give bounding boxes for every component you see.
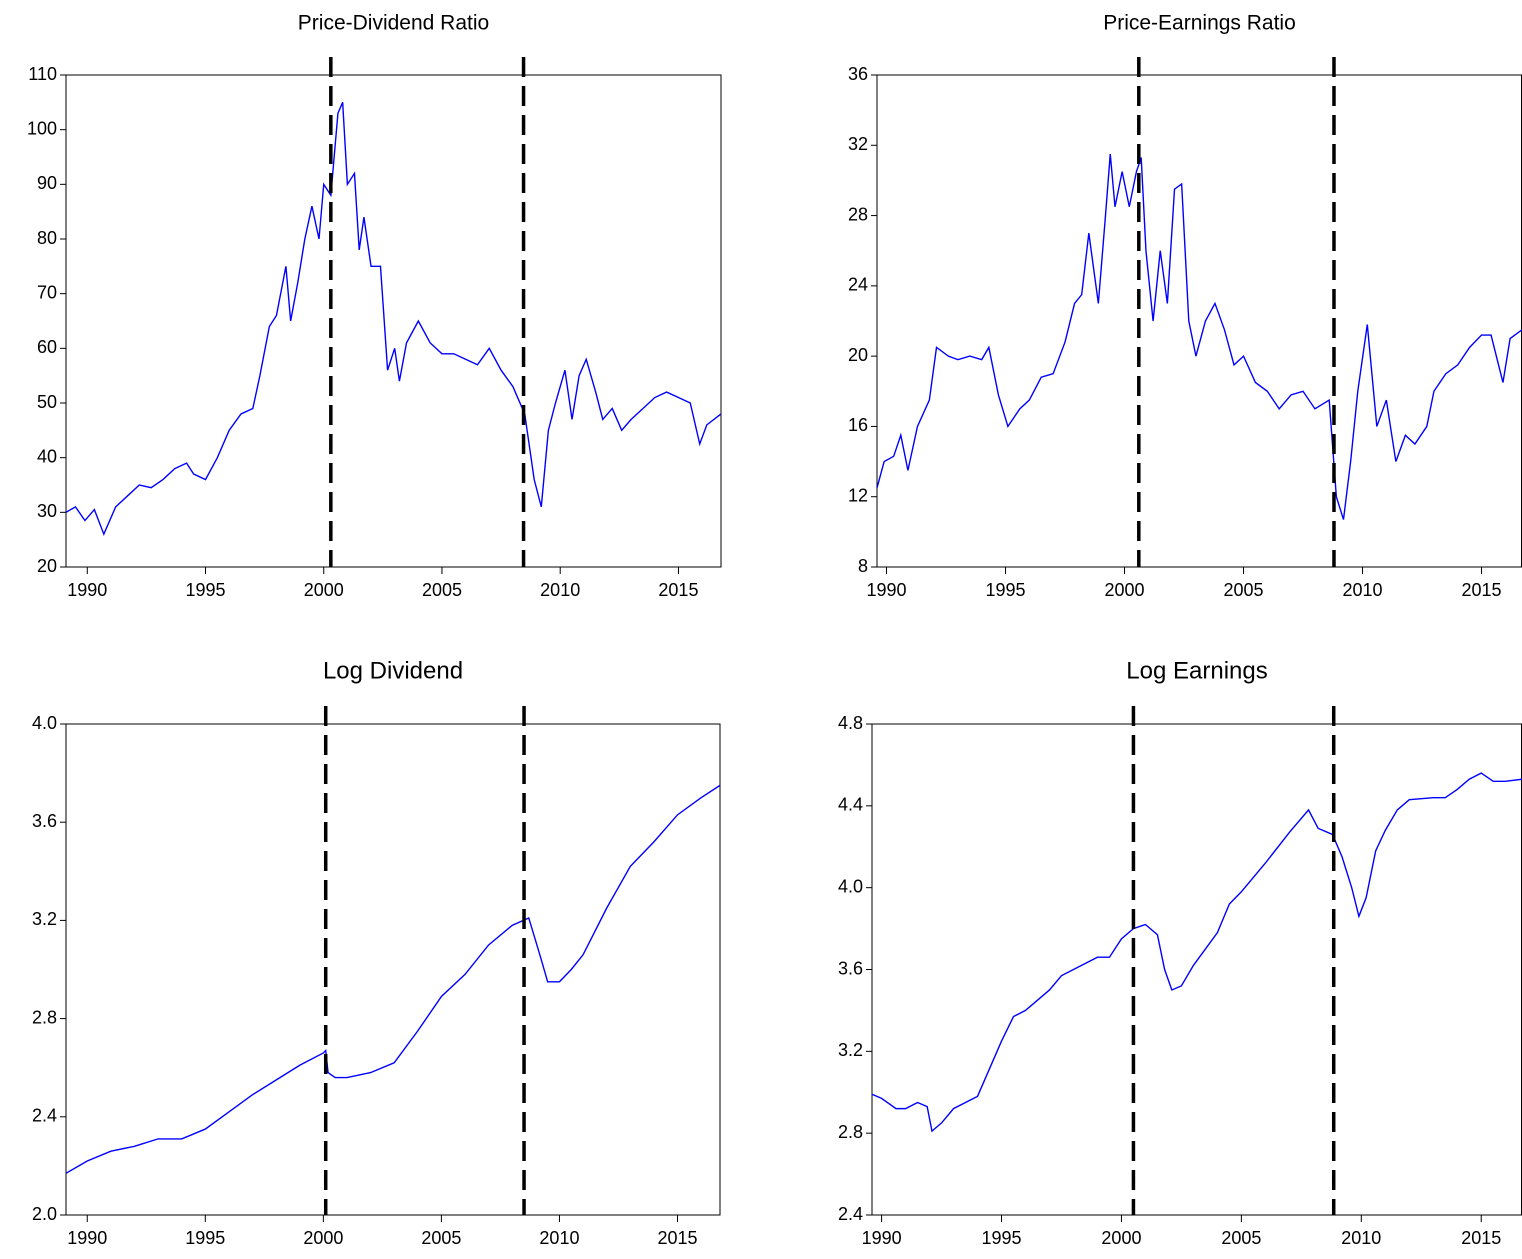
x-tick-label: 2010 <box>539 1228 579 1248</box>
x-tick-label: 1995 <box>185 580 225 600</box>
x-tick-label: 2000 <box>1105 580 1145 600</box>
y-tick-label: 4.4 <box>838 795 863 815</box>
y-tick-label: 32 <box>848 134 868 154</box>
plot-frame <box>65 723 721 1216</box>
data-line <box>66 102 721 537</box>
y-tick-label: 4.8 <box>838 713 863 733</box>
y-tick-label: 60 <box>37 337 57 357</box>
y-tick-label: 2.0 <box>32 1204 57 1224</box>
x-tick-label: 2010 <box>1343 580 1383 600</box>
y-tick-label: 3.6 <box>32 811 57 831</box>
y-tick-label: 4.0 <box>838 876 863 896</box>
y-tick-label: 2.8 <box>838 1122 863 1142</box>
y-tick-label: 20 <box>37 556 57 576</box>
x-tick-label: 2015 <box>657 1228 697 1248</box>
plot-frame <box>871 723 1522 1216</box>
x-tick-label: 2010 <box>1341 1228 1381 1248</box>
y-tick-label: 70 <box>37 282 57 302</box>
x-tick-label: 1995 <box>185 1228 225 1248</box>
x-tick-label: 1990 <box>866 580 906 600</box>
data-line <box>877 154 1522 520</box>
x-tick-label: 2005 <box>421 1228 461 1248</box>
x-tick-label: 1995 <box>981 1228 1021 1248</box>
y-tick-label: 24 <box>848 275 868 295</box>
x-tick-label: 2005 <box>1224 580 1264 600</box>
x-tick-label: 2010 <box>540 580 580 600</box>
y-tick-label: 4.0 <box>32 713 57 733</box>
y-tick-label: 3.2 <box>838 1040 863 1060</box>
y-tick-label: 3.6 <box>838 958 863 978</box>
x-tick-label: 2015 <box>1462 580 1502 600</box>
x-tick-label: 1995 <box>986 580 1026 600</box>
y-tick-label: 110 <box>28 64 57 84</box>
y-tick-label: 20 <box>848 345 868 365</box>
x-tick-label: 2000 <box>1101 1228 1141 1248</box>
data-line <box>872 772 1522 1133</box>
y-tick-label: 30 <box>37 501 57 521</box>
x-tick-label: 2005 <box>422 580 462 600</box>
y-tick-label: 40 <box>37 446 57 466</box>
x-tick-label: 2000 <box>303 1228 343 1248</box>
y-tick-label: 12 <box>848 485 868 505</box>
x-tick-label: 2000 <box>304 580 344 600</box>
chart-title: Log Dividend <box>323 657 463 684</box>
y-tick-label: 100 <box>27 118 57 138</box>
x-tick-label: 1990 <box>862 1228 902 1248</box>
y-tick-label: 50 <box>37 392 57 412</box>
y-tick-label: 3.2 <box>32 909 57 929</box>
y-tick-label: 2.4 <box>32 1106 57 1126</box>
y-tick-label: 90 <box>37 173 57 193</box>
plot-frame <box>876 74 1522 568</box>
x-tick-label: 2005 <box>1221 1228 1261 1248</box>
y-tick-label: 2.8 <box>32 1007 57 1027</box>
y-tick-label: 8 <box>858 556 868 576</box>
x-tick-label: 2015 <box>658 580 698 600</box>
x-tick-label: 2015 <box>1461 1228 1501 1248</box>
chart-title: Price-Dividend Ratio <box>298 12 489 35</box>
y-tick-label: 2.4 <box>838 1204 863 1224</box>
y-tick-label: 16 <box>848 415 868 435</box>
x-tick-label: 1990 <box>67 580 107 600</box>
x-tick-label: 1990 <box>67 1228 107 1248</box>
plot-frame <box>65 74 722 568</box>
data-line <box>66 784 720 1174</box>
chart-title: Price-Earnings Ratio <box>1103 12 1296 35</box>
chart-title: Log Earnings <box>1126 657 1267 684</box>
y-tick-label: 28 <box>848 204 868 224</box>
y-tick-label: 36 <box>848 64 868 84</box>
y-tick-label: 80 <box>37 228 57 248</box>
